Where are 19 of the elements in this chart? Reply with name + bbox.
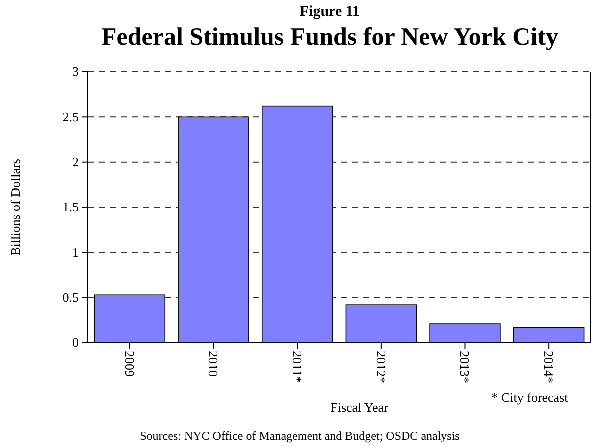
y-tick-label: 1.5 <box>62 200 79 215</box>
y-tick-label: 2 <box>72 154 79 170</box>
y-tick-label: 1 <box>72 244 79 260</box>
y-tick-label: 2.5 <box>62 109 79 124</box>
chart-subtitle: Figure 11 <box>300 4 360 20</box>
x-axis-title: Fiscal Year <box>330 400 390 415</box>
y-axis-title: Billions of Dollars <box>8 159 23 256</box>
x-tick-label: 2011* <box>290 351 306 384</box>
y-tick-label: 0.5 <box>62 290 79 305</box>
y-tick-label: 3 <box>72 64 79 80</box>
x-tick-label: 2012* <box>374 351 389 384</box>
x-tick-label: 2014* <box>542 351 557 384</box>
y-tick-label: 0 <box>72 335 79 350</box>
x-tick-label: 2009 <box>122 351 138 377</box>
chart-title: Federal Stimulus Funds for New York City <box>102 24 559 51</box>
source-note: Sources: NYC Office of Management and Budget; OSDC analysis <box>140 429 460 443</box>
x-tick-label: 2010 <box>206 351 222 377</box>
x-tick-label: 2013* <box>458 351 473 384</box>
text: * City forecast <box>492 390 569 405</box>
